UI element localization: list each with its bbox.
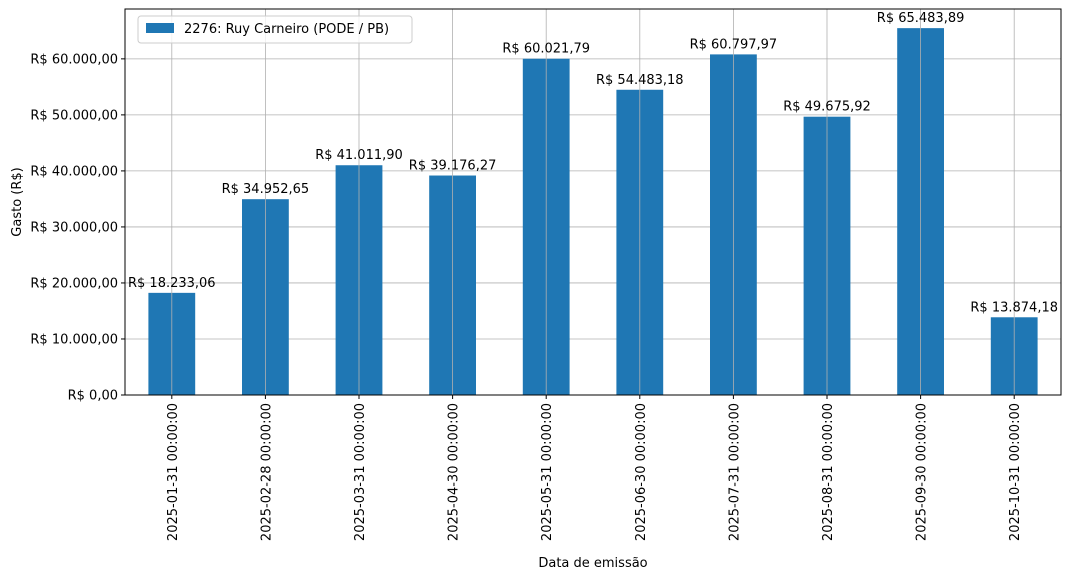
x-tick-label: 2025-04-30 00:00:00 [447,403,462,541]
y-tick-label: R$ 50.000,00 [30,108,118,123]
x-tick-label: 2025-08-31 00:00:00 [821,403,836,541]
vertical-gridlines [171,9,1015,395]
bar-data-label: R$ 39.176,27 [409,159,497,174]
plot-frame [124,8,1062,396]
x-tick-label: 2025-03-31 00:00:00 [353,403,368,541]
y-tick-label: R$ 30.000,00 [30,220,118,235]
legend: 2276: Ruy Carneiro (PODE / PB) [137,15,413,44]
y-axis-label: Gasto (R$) [10,167,25,236]
bar-data-label: R$ 60.797,97 [690,37,778,52]
x-axis-ticks: 2025-01-31 00:00:00 2025-02-28 00:00:00 20… [166,395,1023,541]
bar-data-label: R$ 18.233,06 [128,276,216,291]
bars [148,28,1038,396]
legend-swatch [146,23,174,33]
y-tick-label: R$ 10.000,00 [30,332,118,347]
bar-data-label: R$ 49.675,92 [783,100,871,115]
bar-data-label: R$ 41.011,90 [315,148,403,163]
bar-data-label: R$ 60.021,79 [502,42,590,57]
bar-data-label: R$ 65.483,89 [877,11,965,26]
y-tick-label: R$ 60.000,00 [30,52,118,67]
bar-data-label: R$ 13.874,18 [970,300,1058,315]
bar-data-label: R$ 34.952,65 [222,182,310,197]
x-tick-label: 2025-05-31 00:00:00 [540,403,555,541]
x-tick-label: 2025-02-28 00:00:00 [259,403,274,541]
x-tick-label: 2025-07-31 00:00:00 [727,403,742,541]
data-labels: R$ 18.233,06 R$ 34.952,65 R$ 41.011,90 R$ 3… [128,11,1058,315]
legend-entry: 2276: Ruy Carneiro (PODE / PB) [184,22,389,37]
x-tick-label: 2025-10-31 00:00:00 [1008,403,1023,541]
legend-box [137,15,413,44]
y-tick-label: R$ 0,00 [68,389,118,404]
y-tick-label: R$ 40.000,00 [30,164,118,179]
x-tick-label: 2025-06-30 00:00:00 [634,403,649,541]
x-axis-label: Data de emissão [538,556,647,571]
bar-data-label: R$ 54.483,18 [596,73,684,88]
y-tick-label: R$ 20.000,00 [30,276,118,291]
x-tick-label: 2025-09-30 00:00:00 [915,403,930,541]
x-tick-label: 2025-01-31 00:00:00 [166,403,181,541]
y-axis-ticks: R$ 0,00 R$ 10.000,00 R$ 20.000,00 R$ 30.000… [30,52,125,404]
